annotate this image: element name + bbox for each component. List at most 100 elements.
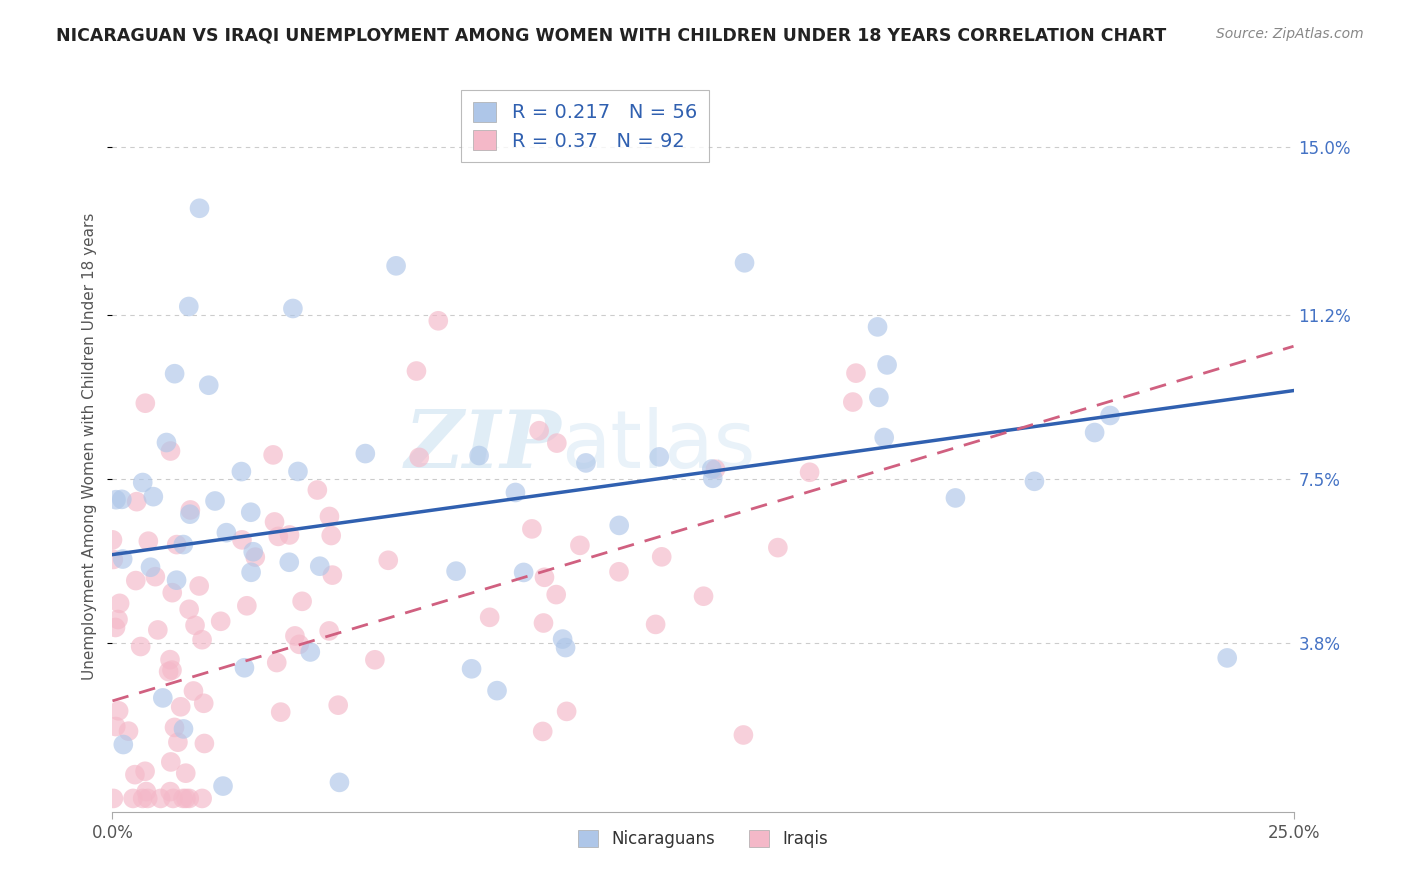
Point (520, 522, 543, 536)
Point (444, 564, 467, 578)
Point (101, 533, 124, 547)
Point (183, 684, 205, 698)
Point (105, 492, 128, 507)
Point (215, 525, 238, 540)
Point (173, 722, 195, 736)
Point (163, 367, 186, 381)
Point (184, 618, 207, 632)
Text: atlas: atlas (561, 407, 755, 485)
Point (191, 791, 214, 805)
Point (160, 663, 183, 677)
Point (231, 465, 253, 479)
Point (377, 553, 399, 567)
Point (405, 364, 427, 378)
Point (546, 436, 568, 450)
Point (159, 784, 181, 798)
Point (321, 568, 343, 582)
Point (179, 791, 201, 805)
Text: Source: ZipAtlas.com: Source: ZipAtlas.com (1216, 27, 1364, 41)
Point (103, 552, 125, 566)
Point (766, 541, 789, 555)
Point (651, 549, 673, 564)
Point (172, 537, 194, 551)
Point (236, 599, 259, 613)
Point (328, 698, 350, 713)
Point (644, 617, 666, 632)
Point (143, 569, 166, 583)
Point (174, 791, 197, 805)
Point (299, 645, 322, 659)
Point (157, 665, 180, 679)
Point (146, 623, 169, 637)
Point (551, 632, 574, 646)
Point (162, 585, 184, 599)
Point (281, 301, 304, 316)
Point (318, 624, 340, 638)
Point (478, 610, 501, 624)
Point (468, 449, 491, 463)
Point (354, 447, 377, 461)
Point (125, 494, 148, 508)
Point (240, 566, 263, 580)
Point (136, 791, 159, 805)
Point (328, 775, 350, 789)
Point (117, 724, 139, 739)
Point (318, 509, 340, 524)
Point (242, 545, 264, 559)
Point (702, 471, 724, 485)
Point (231, 533, 253, 547)
Point (107, 704, 129, 718)
Point (842, 395, 865, 409)
Point (138, 534, 160, 549)
Point (159, 444, 181, 458)
Point (546, 588, 568, 602)
Legend: Nicaraguans, Iraqis: Nicaraguans, Iraqis (572, 823, 834, 855)
Point (700, 462, 723, 476)
Point (104, 720, 127, 734)
Point (284, 629, 307, 643)
Point (364, 653, 387, 667)
Point (568, 538, 591, 552)
Point (149, 791, 172, 805)
Point (188, 579, 211, 593)
Point (845, 366, 868, 380)
Point (124, 767, 146, 781)
Point (505, 485, 527, 500)
Point (111, 492, 134, 507)
Point (166, 573, 188, 587)
Point (385, 259, 408, 273)
Point (132, 475, 155, 490)
Point (704, 462, 727, 476)
Point (533, 615, 555, 630)
Point (159, 755, 181, 769)
Point (1024, 475, 1046, 489)
Point (527, 424, 550, 438)
Point (799, 465, 821, 479)
Point (167, 735, 190, 749)
Point (125, 574, 148, 588)
Point (162, 791, 184, 805)
Point (170, 699, 193, 714)
Point (278, 528, 301, 542)
Point (131, 791, 153, 805)
Point (174, 766, 197, 780)
Point (868, 390, 890, 404)
Point (607, 565, 630, 579)
Point (166, 538, 188, 552)
Point (104, 620, 127, 634)
Point (134, 396, 156, 410)
Point (263, 515, 285, 529)
Point (135, 784, 157, 798)
Point (866, 319, 889, 334)
Point (129, 640, 152, 654)
Point (179, 507, 201, 521)
Point (427, 314, 450, 328)
Point (308, 559, 330, 574)
Point (307, 483, 329, 497)
Point (134, 764, 156, 779)
Point (1216, 651, 1239, 665)
Point (575, 456, 598, 470)
Point (648, 450, 671, 464)
Text: ZIP: ZIP (405, 408, 561, 484)
Point (321, 528, 343, 542)
